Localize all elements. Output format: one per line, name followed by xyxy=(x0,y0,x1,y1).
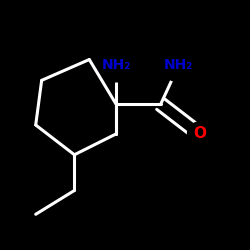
Circle shape xyxy=(100,49,132,82)
Circle shape xyxy=(162,49,195,82)
Circle shape xyxy=(188,122,211,146)
Text: NH₂: NH₂ xyxy=(102,58,131,72)
Text: NH₂: NH₂ xyxy=(164,58,193,72)
Text: O: O xyxy=(193,126,206,142)
